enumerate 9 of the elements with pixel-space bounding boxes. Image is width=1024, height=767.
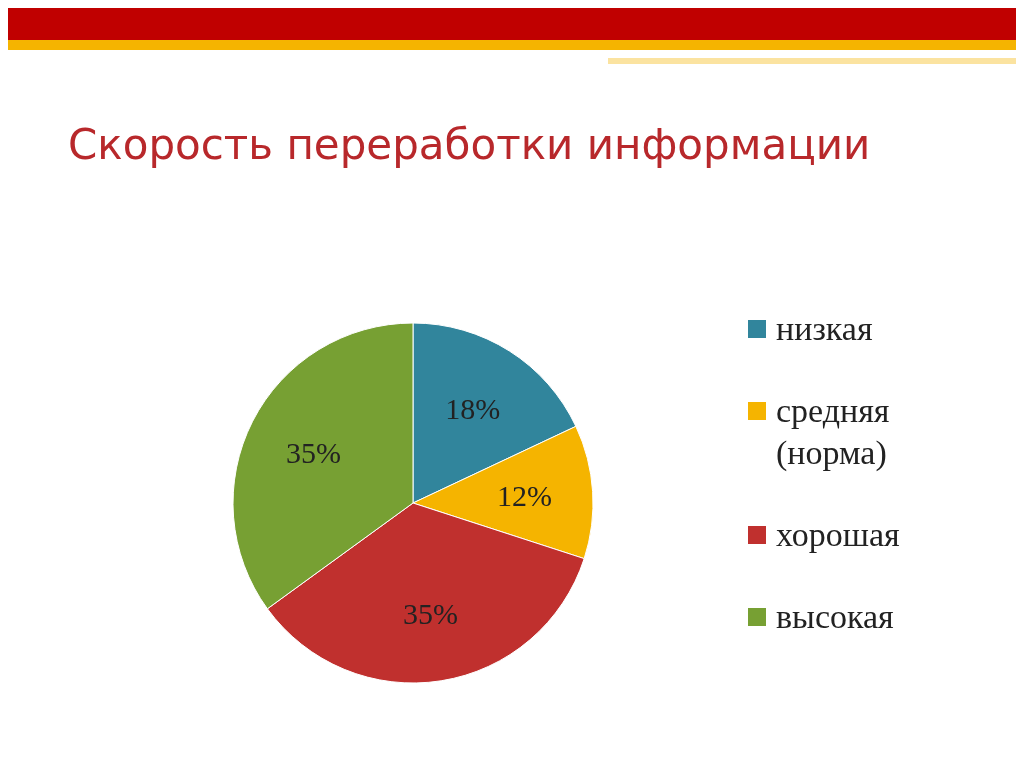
legend-label: высокая: [776, 597, 894, 637]
legend-label: средняя (норма): [776, 391, 891, 473]
legend-label: низкая: [776, 309, 873, 349]
legend-label: хорошая: [776, 515, 900, 555]
data-label: 35%: [402, 596, 458, 630]
data-label: 35%: [286, 435, 342, 469]
data-label: 18%: [445, 392, 501, 426]
chart-title: Скорость переработки информации: [68, 120, 871, 169]
data-label: 12%: [496, 479, 552, 513]
